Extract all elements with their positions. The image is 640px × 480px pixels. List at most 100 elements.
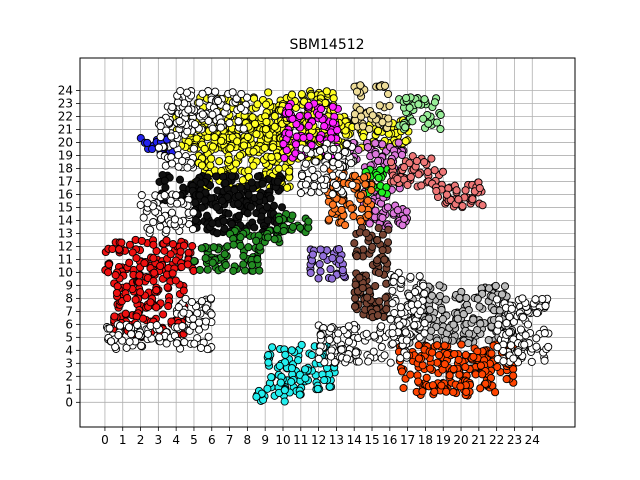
data-point: [382, 183, 391, 192]
data-point: [335, 255, 344, 264]
data-point: [236, 183, 245, 192]
data-point: [301, 159, 310, 168]
data-point: [450, 349, 459, 359]
data-point: [125, 337, 134, 346]
data-point: [540, 329, 549, 338]
data-point: [361, 180, 370, 189]
data-point: [160, 176, 169, 185]
data-point: [229, 240, 238, 249]
data-point: [520, 340, 529, 349]
data-point: [195, 265, 204, 274]
data-point: [356, 191, 365, 200]
data-point: [276, 378, 285, 387]
data-point: [402, 351, 411, 360]
data-point: [250, 223, 259, 232]
data-point: [326, 324, 335, 333]
data-point: [172, 191, 181, 200]
data-point: [419, 114, 428, 123]
data-point: [325, 335, 334, 344]
data-point: [234, 199, 243, 208]
data-point: [229, 266, 238, 275]
data-point: [388, 299, 397, 308]
data-point: [190, 339, 199, 348]
data-point: [104, 260, 113, 269]
data-point: [499, 357, 508, 366]
data-point: [481, 379, 490, 388]
y-tick-label: 9: [65, 278, 73, 292]
data-point: [499, 346, 508, 356]
data-point: [425, 305, 434, 314]
data-point: [540, 356, 549, 365]
data-point: [328, 200, 337, 209]
data-point: [493, 343, 502, 352]
data-point: [433, 341, 442, 350]
data-point: [449, 364, 458, 374]
y-tick-label: 22: [58, 109, 73, 123]
data-point: [285, 129, 294, 138]
data-point: [384, 225, 393, 234]
data-point: [401, 123, 410, 132]
y-tick-label: 7: [65, 304, 73, 318]
data-point: [191, 198, 200, 207]
data-point: [461, 350, 470, 359]
data-point: [424, 119, 433, 128]
data-point: [362, 329, 371, 338]
data-point: [197, 203, 206, 212]
data-point: [352, 252, 361, 261]
data-point: [280, 153, 289, 162]
data-point: [347, 204, 356, 213]
data-point: [382, 305, 391, 314]
data-point: [239, 260, 248, 269]
data-point: [206, 161, 215, 170]
data-point: [160, 246, 169, 255]
data-point: [224, 209, 233, 218]
data-point: [464, 339, 473, 348]
data-point: [538, 294, 547, 304]
data-point: [363, 196, 372, 205]
data-point: [350, 302, 360, 311]
data-point: [371, 206, 380, 215]
data-point: [370, 331, 379, 340]
data-point: [414, 341, 423, 350]
data-point: [437, 305, 446, 314]
data-point: [455, 370, 464, 379]
data-point: [107, 337, 116, 346]
x-tick-label: 19: [436, 433, 451, 447]
data-point: [364, 210, 373, 219]
data-point: [462, 293, 471, 303]
data-point: [207, 310, 216, 319]
data-point: [212, 172, 221, 181]
data-point: [146, 225, 155, 234]
data-point: [420, 158, 429, 167]
data-point: [206, 294, 216, 303]
y-tick-label: 23: [58, 96, 73, 110]
data-point: [414, 354, 424, 363]
data-point: [386, 358, 395, 367]
data-point: [222, 103, 231, 112]
data-point: [297, 152, 306, 161]
data-point: [494, 320, 503, 329]
data-point: [506, 341, 516, 350]
data-point: [342, 140, 351, 149]
data-point: [197, 297, 206, 306]
data-point: [402, 336, 411, 345]
data-point: [175, 117, 184, 126]
data-point: [333, 126, 342, 135]
data-point: [168, 240, 178, 249]
data-point: [263, 384, 272, 393]
data-point: [227, 172, 237, 181]
data-point: [143, 138, 152, 147]
data-point: [418, 361, 427, 370]
data-point: [328, 190, 337, 199]
data-point: [113, 282, 122, 291]
data-point: [258, 179, 267, 188]
data-point: [347, 159, 356, 168]
data-point: [405, 159, 414, 168]
data-point: [208, 110, 217, 119]
data-point: [364, 357, 373, 366]
data-point: [192, 134, 201, 143]
data-point: [375, 101, 384, 110]
data-point: [220, 250, 229, 259]
data-point: [475, 184, 484, 193]
data-point: [325, 382, 334, 391]
